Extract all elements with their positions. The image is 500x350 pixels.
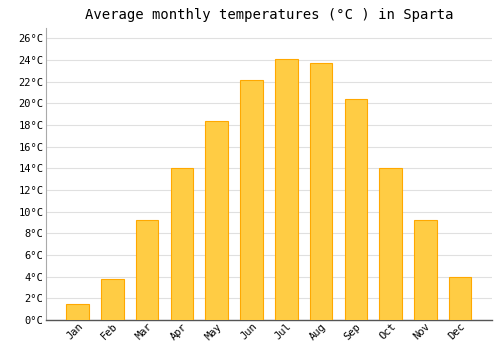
Bar xyxy=(380,168,402,320)
Title: Average monthly temperatures (°C ) in Sparta: Average monthly temperatures (°C ) in Sp… xyxy=(84,8,453,22)
Bar xyxy=(66,304,89,320)
Bar xyxy=(310,63,332,320)
Bar xyxy=(170,168,194,320)
Bar xyxy=(240,80,263,320)
Bar xyxy=(101,279,124,320)
Bar xyxy=(449,276,471,320)
Bar xyxy=(344,99,367,320)
Bar xyxy=(414,220,436,320)
Bar xyxy=(136,220,158,320)
Bar xyxy=(206,121,228,320)
Bar xyxy=(275,59,297,320)
